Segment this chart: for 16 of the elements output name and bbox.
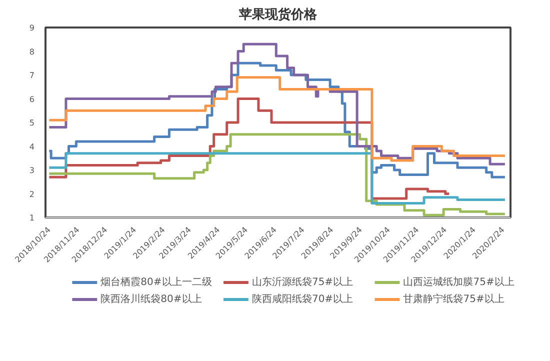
y-tick-label: 2 xyxy=(29,190,35,199)
y-tick-label: 8 xyxy=(29,47,35,56)
y-tick-label: 9 xyxy=(29,24,35,32)
y-tick-label: 6 xyxy=(29,94,35,104)
legend-label: 山西运城纸加膜75#以上 xyxy=(403,276,514,288)
legend-label: 甘肃静宁纸袋75#以上 xyxy=(403,293,504,305)
y-tick-label: 3 xyxy=(29,166,35,175)
y-tick-label: 5 xyxy=(29,118,35,128)
legend-label: 烟台栖霞80#以上一二级 xyxy=(100,276,212,288)
legend-label: 山东沂源纸袋75#以上 xyxy=(252,276,354,288)
chart-title: 苹果现货价格 xyxy=(238,6,318,22)
y-tick-label: 4 xyxy=(29,142,35,152)
y-tick-label: 7 xyxy=(29,71,35,80)
y-tick-label: 1 xyxy=(29,214,35,222)
legend-label: 陕西洛川纸袋80#以上 xyxy=(100,293,202,305)
legend-label: 陕西咸阳纸袋70#以上 xyxy=(252,293,354,305)
